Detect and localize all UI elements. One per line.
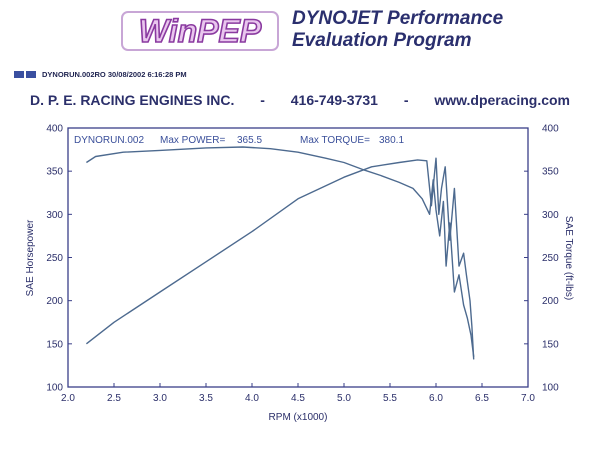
left-tick-label: 100 xyxy=(46,383,63,394)
max-torque-value: 380.1 xyxy=(379,135,404,146)
right-axis-ticks: 100 150 200 250 300 350 400 xyxy=(524,124,559,394)
run-label: DYNORUN.002 xyxy=(74,135,144,146)
x-tick-label: 3.5 xyxy=(199,393,213,404)
x-tick-label: 7.0 xyxy=(521,393,535,404)
winpep-logo: WinPEP xyxy=(121,11,279,51)
torque-curve xyxy=(86,146,475,357)
x-tick-label: 3.0 xyxy=(153,393,167,404)
program-title: DYNOJET Performance Evaluation Program xyxy=(292,8,503,52)
x-tick-label: 4.0 xyxy=(245,393,259,404)
x-axis-label: RPM (x1000) xyxy=(269,412,328,423)
right-tick-label: 100 xyxy=(542,383,559,394)
left-axis-ticks: 100 150 200 250 300 350 400 xyxy=(46,124,72,394)
company-website: www.dperacing.com xyxy=(434,92,570,108)
right-tick-label: 400 xyxy=(542,124,559,135)
x-tick-label: 6.5 xyxy=(475,393,489,404)
blue-squares-icon xyxy=(14,71,36,78)
max-power-label: Max POWER= xyxy=(160,135,225,146)
left-tick-label: 150 xyxy=(46,339,63,350)
left-tick-label: 350 xyxy=(46,167,63,178)
company-phone: 416-749-3731 xyxy=(290,92,378,108)
left-tick-label: 200 xyxy=(46,296,63,307)
right-tick-label: 250 xyxy=(542,253,559,264)
banner-separator-1: - xyxy=(260,92,265,108)
right-tick-label: 350 xyxy=(542,167,559,178)
x-axis-ticks: 2.0 2.5 3.0 3.5 4.0 4.5 5.0 5.5 6.0 6.5 7.0 xyxy=(61,383,535,404)
y-axis-label-right: SAE Torque (ft-lbs) xyxy=(563,216,574,300)
company-name: D. P. E. RACING ENGINES INC. xyxy=(30,92,235,108)
x-tick-label: 5.5 xyxy=(383,393,397,404)
file-info-text: DYNORUN.002RO 30/08/2002 6:16:28 PM xyxy=(42,70,187,79)
left-tick-label: 400 xyxy=(46,124,63,135)
right-tick-label: 300 xyxy=(542,210,559,221)
x-tick-label: 6.0 xyxy=(429,393,443,404)
max-torque-label: Max TORQUE= xyxy=(300,135,370,146)
series-layer xyxy=(85,146,475,360)
x-tick-label: 5.0 xyxy=(337,393,351,404)
file-info-line: DYNORUN.002RO 30/08/2002 6:16:28 PM xyxy=(14,70,187,79)
x-tick-label: 4.5 xyxy=(291,393,305,404)
left-tick-label: 250 xyxy=(46,253,63,264)
banner-separator-2: - xyxy=(403,92,409,108)
x-tick-label: 2.5 xyxy=(107,393,121,404)
winpep-logo-text: WinPEP xyxy=(139,13,262,49)
left-tick-label: 300 xyxy=(46,210,63,221)
right-tick-label: 200 xyxy=(542,296,559,307)
plot-area xyxy=(67,127,529,388)
max-power-value: 365.5 xyxy=(237,135,262,146)
y-axis-label-left: SAE Horsepower xyxy=(25,219,36,296)
company-banner: D. P. E. RACING ENGINES INC. - 416-749-3… xyxy=(30,92,570,108)
right-tick-label: 150 xyxy=(542,339,559,350)
x-tick-label: 2.0 xyxy=(61,393,75,404)
program-title-line1: DYNOJET Performance xyxy=(292,8,504,29)
program-title-line2: Evaluation Program xyxy=(292,30,472,51)
